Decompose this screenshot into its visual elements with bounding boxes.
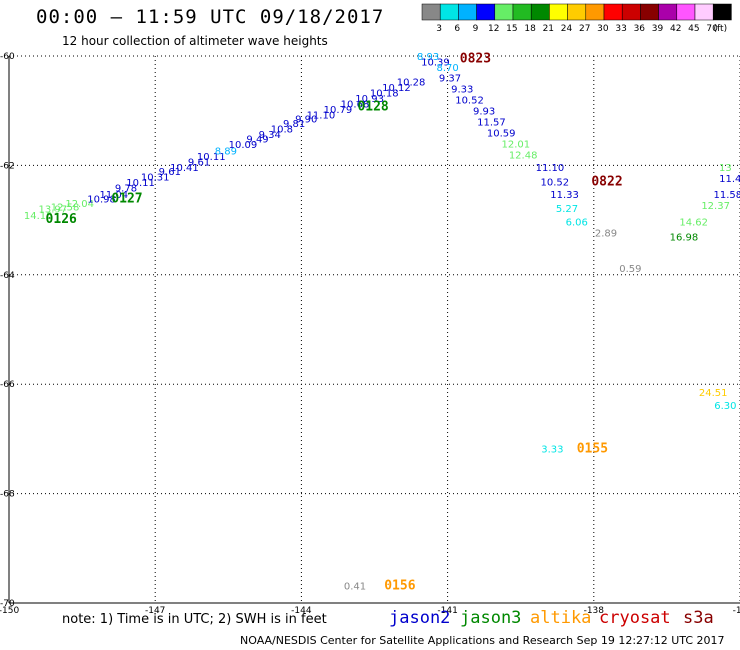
data-point: 10.28: [397, 78, 426, 89]
time-label: 0156: [384, 578, 415, 593]
data-point: 10.09: [229, 140, 258, 151]
y-tick-label: -62: [0, 161, 15, 171]
data-point: 12.01: [502, 139, 531, 150]
data-point: 10.39: [421, 57, 450, 68]
data-point: 9.37: [439, 74, 461, 85]
data-point: 6.06: [566, 218, 588, 229]
x-tick-label: -13: [733, 606, 740, 616]
data-point: 13.97: [39, 204, 68, 215]
data-point: 13: [719, 163, 732, 174]
time-label: 0126: [46, 212, 77, 227]
y-tick-label: -66: [0, 380, 15, 390]
data-point: 10.31: [141, 173, 170, 184]
data-point: 11.33: [550, 190, 579, 201]
data-point: 9.81: [283, 119, 305, 130]
data-point: 3.33: [541, 445, 563, 456]
legend-altika: altika: [530, 608, 592, 628]
data-point: 10.59: [487, 128, 516, 139]
data-point: 11.57: [477, 117, 506, 128]
data-point: 9.61: [159, 167, 181, 178]
units-note: note: 1) Time is in UTC; 2) SWH is in fe…: [62, 612, 327, 627]
time-label: 0127: [111, 192, 142, 207]
data-point: 14.62: [679, 218, 708, 229]
legend-jason2: jason2: [389, 608, 451, 628]
data-point: 8.70: [436, 63, 458, 74]
time-label: 0128: [357, 100, 388, 115]
data-point: 0.41: [344, 581, 366, 592]
data-point: 8.93: [417, 52, 439, 63]
x-tick-label: -138: [584, 606, 605, 616]
data-point: 9.90: [295, 115, 317, 126]
data-point: 10.41: [170, 163, 199, 174]
chart-title: 00:00 — 11:59 UTC 09/18/2017: [36, 6, 385, 28]
y-tick-label: -64: [0, 271, 15, 281]
chart-subtitle: 12 hour collection of altimeter wave hei…: [62, 34, 328, 48]
data-point: 2.89: [595, 229, 617, 240]
data-point: 12.37: [701, 201, 730, 212]
data-point: 10.98: [87, 195, 116, 206]
data-point: 10.11: [197, 152, 226, 163]
data-point: 11.58: [713, 190, 740, 201]
data-point: 11.10: [536, 163, 565, 174]
x-tick-label: -141: [437, 606, 457, 616]
y-tick-label: -60: [0, 52, 15, 62]
time-label: 0822: [591, 175, 622, 190]
data-point: 8.89: [215, 146, 237, 157]
data-point: 5.27: [556, 204, 578, 215]
data-point: 12.48: [509, 150, 538, 161]
data-point: 9.49: [246, 134, 268, 145]
x-tick-label: -147: [145, 606, 165, 616]
data-point: 10.52: [540, 178, 569, 189]
data-point: 9.78: [115, 184, 137, 195]
data-point: 11.4: [719, 174, 740, 185]
y-tick-label: -70: [0, 599, 15, 609]
data-point: 12.58: [51, 202, 80, 213]
data-point: 12.04: [65, 199, 94, 210]
data-point: 10.12: [382, 83, 411, 94]
data-point: 11.04: [99, 190, 128, 201]
footer-credit: NOAA/NESDIS Center for Satellite Applica…: [240, 634, 725, 647]
data-point: 10.68: [341, 99, 370, 110]
data-point: 10.52: [455, 96, 484, 107]
x-tick-label: -144: [291, 606, 312, 616]
data-point: 10.79: [324, 105, 353, 116]
data-point: 9.93: [473, 107, 495, 118]
data-point: 10.8: [271, 125, 293, 136]
y-tick-label: -68: [0, 490, 15, 500]
data-point: 9.61: [188, 157, 210, 168]
data-point: 11.10: [307, 110, 336, 121]
legend-cryosat: cryosat: [599, 608, 671, 628]
data-point: 0.59: [619, 264, 641, 275]
data-point: 10.18: [370, 88, 399, 99]
x-tick-label: -150: [0, 606, 19, 616]
data-point: 9.34: [259, 130, 281, 141]
data-point: 6.30: [714, 401, 736, 412]
data-point: 9.33: [451, 85, 473, 96]
data-point: 16.98: [670, 232, 699, 243]
time-label: 0823: [460, 52, 491, 67]
data-point: 24.51: [699, 388, 728, 399]
data-point: 14.10: [24, 211, 53, 222]
data-point: 10.93: [355, 94, 384, 105]
legend-jason3: jason3: [460, 608, 522, 628]
legend-s3a: s3a: [683, 608, 714, 628]
time-label: 0155: [577, 442, 608, 457]
data-point: 10.11: [126, 178, 155, 189]
